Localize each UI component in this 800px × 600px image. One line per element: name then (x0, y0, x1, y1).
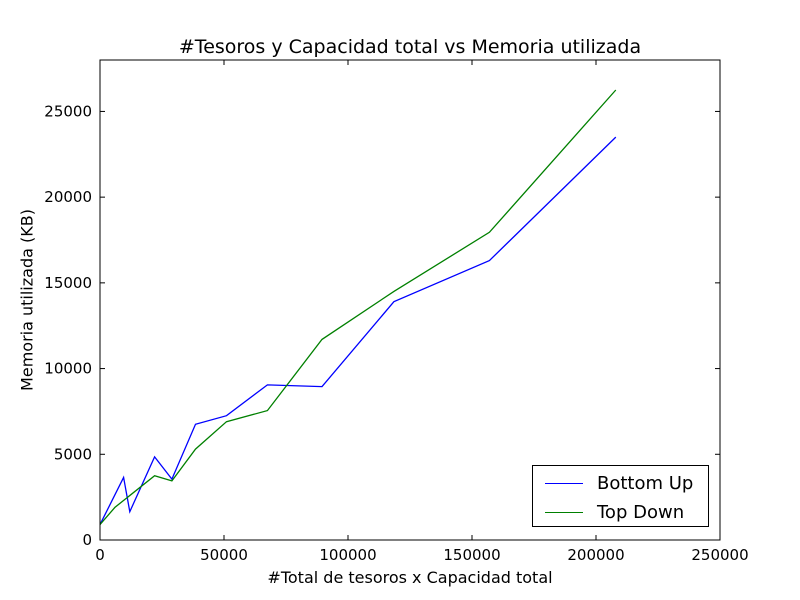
series-line-top-down (99, 89, 617, 526)
chart-title: #Tesoros y Capacidad total vs Memoria ut… (178, 36, 642, 58)
x-axis-label: #Total de tesoros x Capacidad total (267, 568, 553, 587)
x-tick-label: 200000 (567, 546, 624, 564)
x-tick-label: 50000 (200, 546, 248, 564)
x-tick-label: 0 (95, 546, 105, 564)
legend-swatch-bottom-up (545, 482, 583, 484)
legend-item-bottom-up: Bottom Up (545, 471, 693, 495)
legend-label-top-down: Top Down (597, 501, 685, 523)
series-layer (99, 89, 617, 526)
plot-frame (99, 59, 721, 541)
series-line-bottom-up (99, 136, 617, 525)
legend-label-bottom-up: Bottom Up (597, 472, 694, 494)
legend-item-top-down: Top Down (545, 500, 684, 524)
x-tick-label: 250000 (691, 546, 748, 564)
y-axis-label: Memoria utilizada (KB) (17, 209, 37, 391)
y-tick-label: 0 (82, 531, 92, 549)
y-tick-label: 25000 (44, 102, 92, 120)
legend-swatch-top-down (545, 511, 583, 513)
y-tick-label: 20000 (44, 188, 92, 206)
x-tick-label: 150000 (443, 546, 500, 564)
y-tick-label: 15000 (44, 274, 92, 292)
y-tick-label: 5000 (54, 445, 92, 463)
y-tick-label: 10000 (44, 360, 92, 378)
legend: Bottom Up Top Down (532, 465, 709, 527)
x-tick-label: 100000 (319, 546, 376, 564)
tick-layer: 0 50000 100000 150000 200000 250000 0 5000 10000… (44, 60, 749, 564)
